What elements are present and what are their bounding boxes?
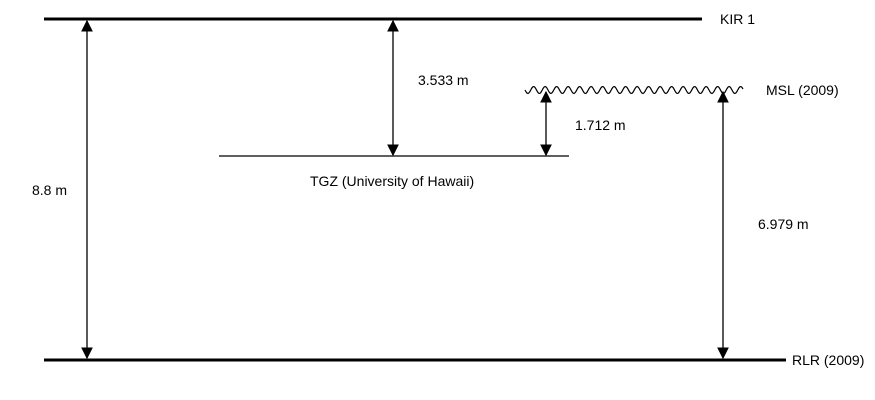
msl-wavy-line <box>524 85 744 95</box>
tgz-label: TGZ (University of Hawaii) <box>310 173 474 189</box>
msl-label: MSL (2009) <box>766 82 839 98</box>
kir1-to-tgz-distance-label: 3.533 m <box>418 72 469 88</box>
kir1-label: KIR 1 <box>720 11 755 27</box>
rlr-label: RLR (2009) <box>792 352 864 368</box>
msl-to-rlr-distance-label: 6.979 m <box>758 216 809 232</box>
kir1-to-rlr-distance-label: 8.8 m <box>32 182 67 198</box>
msl-to-tgz-distance-label: 1.712 m <box>575 117 626 133</box>
